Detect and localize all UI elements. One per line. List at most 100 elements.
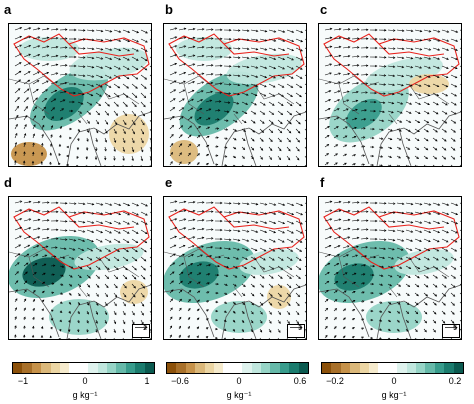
colorbar-swatch (125, 363, 136, 373)
colorbar-swatch (176, 363, 186, 373)
colorbar-swatch (107, 363, 117, 373)
colorbar-3: −0.2 0 0.2 g kg⁻¹ (321, 362, 464, 402)
colorbar-swatch (444, 363, 454, 373)
anomaly-shading (267, 285, 291, 309)
reference-vector-box: 3 (287, 324, 305, 338)
reference-vector-box: 5 (442, 324, 460, 338)
country-borders (319, 248, 450, 298)
panel-label-a: a (4, 2, 12, 17)
colorbar-swatch (204, 363, 215, 373)
reference-vector-box: 2 (132, 324, 150, 338)
anomaly-shading (346, 98, 382, 130)
anomaly-shading (211, 301, 267, 333)
plateau-boundary (13, 206, 150, 270)
panel-label-b: b (165, 2, 173, 17)
country-borders (9, 75, 140, 125)
colorbar-swatch (97, 363, 108, 373)
map-canvas (164, 197, 306, 339)
colorbar-swatch (289, 363, 299, 373)
map-canvas (319, 24, 461, 166)
colorbar-1: −1 0 1 g kg⁻¹ (12, 362, 155, 402)
colorbar-swatch (232, 363, 243, 373)
colorbar-swatch (195, 363, 205, 373)
colorbar-swatch (434, 363, 445, 373)
colorbar-swatch (13, 363, 23, 373)
reference-arrow (445, 325, 458, 330)
colorbar-swatch (60, 363, 70, 373)
panel-label-c: c (320, 2, 328, 17)
colorbar-unit: g kg⁻¹ (226, 390, 252, 400)
anomaly-shading (226, 53, 302, 85)
reference-arrow (290, 325, 303, 330)
wind-vectors (169, 200, 306, 339)
colorbar-swatch (41, 363, 51, 373)
panel-label-f: f (320, 175, 325, 190)
colorbar-swatch (322, 363, 332, 373)
plateau-boundary (168, 206, 305, 270)
colorbar-swatch (369, 363, 379, 373)
country-borders (164, 75, 295, 125)
colorbar-swatch (223, 363, 233, 373)
plateau-boundary (323, 33, 460, 97)
anomaly-shading (179, 261, 219, 289)
colorbar-unit: g kg⁻¹ (381, 390, 407, 400)
anomaly-shading (109, 114, 149, 154)
wind-vectors (324, 27, 461, 166)
colorbar-swatch (270, 363, 280, 373)
colorbar-swatch (31, 363, 42, 373)
colorbar-swatch (406, 363, 417, 373)
colorbar-tick-max: 0.2 (448, 376, 462, 386)
anomaly-shading (19, 37, 79, 61)
country-borders (9, 248, 140, 298)
reference-arrow (135, 325, 148, 330)
map-canvas (319, 197, 461, 339)
colorbar-tick-min: −0.2 (326, 376, 344, 386)
colorbar-swatch (279, 363, 290, 373)
plateau-boundary (323, 206, 460, 270)
wind-vectors (169, 27, 306, 166)
colorbar-swatch (185, 363, 196, 373)
colorbar-swatch (340, 363, 351, 373)
colorbar-swatch (331, 363, 341, 373)
colorbar-swatch (416, 363, 426, 373)
colorbar-swatch (378, 363, 388, 373)
colorbar-swatch (69, 363, 79, 373)
colorbar-swatch (350, 363, 360, 373)
map-panel-e: 3 (163, 196, 307, 340)
colorbar-swatch (144, 363, 155, 373)
colorbar-tick-min: −0.6 (171, 376, 189, 386)
anomaly-shading (120, 280, 148, 304)
plateau-boundary (168, 33, 305, 97)
anomaly-shading (409, 74, 449, 94)
colorbar-swatch (387, 363, 398, 373)
anomaly-shading (22, 257, 66, 287)
colorbar-tick-max: 0.6 (293, 376, 307, 386)
country-borders (164, 248, 295, 298)
map-panel-c (318, 23, 462, 167)
colorbar-swatch (425, 363, 435, 373)
coastline (9, 111, 151, 166)
country-borders (319, 75, 450, 125)
anomaly-shading (170, 140, 198, 164)
coastline (9, 284, 151, 339)
anomaly-shading (239, 249, 299, 275)
colorbar-unit: g kg⁻¹ (72, 390, 98, 400)
map-canvas (9, 197, 151, 339)
colorbar-swatch (167, 363, 177, 373)
map-canvas (9, 24, 151, 166)
colorbar-swatch (261, 363, 271, 373)
anomaly-shading (49, 299, 109, 335)
colorbar-swatch (298, 363, 309, 373)
coastline (319, 111, 461, 166)
colorbar-swatch (135, 363, 145, 373)
anomaly-shading (176, 37, 232, 61)
colorbar-swatch (78, 363, 89, 373)
colorbar-tick-min: −1 (17, 376, 29, 386)
colorbar-swatch (50, 363, 61, 373)
colorbar-tick-zero: 0 (82, 376, 88, 386)
wind-vectors (14, 27, 151, 166)
colorbar-swatch (22, 363, 32, 373)
anomaly-shading (69, 47, 149, 81)
colorbar-tick-zero: 0 (391, 376, 397, 386)
map-panel-f: 5 (318, 196, 462, 340)
